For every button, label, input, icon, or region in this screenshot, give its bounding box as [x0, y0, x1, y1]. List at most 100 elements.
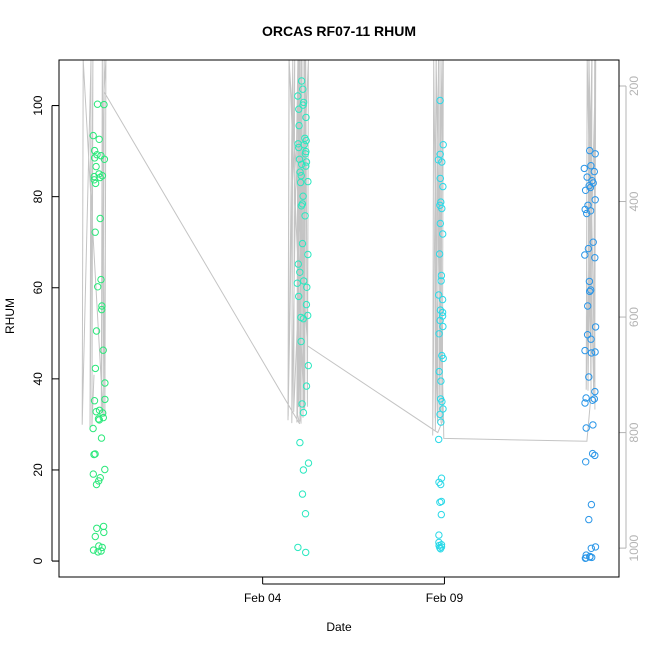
y-tick-label: 20	[31, 463, 45, 477]
data-point	[299, 408, 308, 417]
altitude-trace	[81, 59, 597, 442]
data-point	[90, 146, 99, 155]
data-point	[591, 150, 599, 158]
data-point	[437, 497, 446, 506]
data-point	[295, 155, 304, 164]
data-point	[296, 168, 304, 176]
data-point	[591, 254, 599, 262]
data-point	[101, 395, 109, 404]
data-point	[99, 522, 108, 531]
data-point	[439, 354, 447, 363]
data-point	[89, 424, 97, 433]
data-point	[438, 397, 446, 406]
data-point	[583, 209, 591, 218]
data-point	[298, 400, 306, 408]
data-point	[584, 302, 592, 310]
data-point	[435, 531, 443, 539]
data-point	[95, 416, 104, 424]
data-point	[98, 543, 106, 552]
data-point	[302, 136, 310, 145]
data-point	[97, 275, 105, 284]
data-point	[94, 415, 103, 423]
secondary-tick-label: 1000	[627, 534, 641, 561]
data-point	[437, 271, 446, 280]
y-tick-label: 100	[31, 95, 45, 115]
data-point	[436, 174, 444, 183]
data-point	[90, 154, 99, 162]
data-point	[295, 121, 303, 130]
data-point	[302, 162, 310, 170]
data-point	[435, 291, 443, 299]
data-point	[437, 418, 445, 426]
data-point	[298, 239, 307, 248]
data-points	[89, 77, 600, 562]
data-point	[299, 98, 308, 107]
data-point	[439, 141, 447, 149]
data-point	[436, 219, 444, 228]
data-point	[438, 308, 447, 317]
data-point	[302, 158, 311, 166]
data-point	[92, 480, 101, 489]
y-tick-label: 60	[31, 281, 45, 295]
data-point	[591, 323, 600, 331]
data-point	[98, 302, 106, 310]
data-point	[101, 379, 109, 387]
series-rf10	[580, 146, 600, 562]
altitude-trace-line	[81, 59, 597, 442]
data-point	[589, 421, 597, 429]
data-point	[294, 92, 302, 100]
x-axis-label: Date	[326, 620, 352, 634]
data-point	[590, 395, 598, 403]
data-point	[435, 367, 443, 376]
data-point	[304, 459, 313, 467]
data-point	[437, 510, 445, 519]
secondary-tick-label: 400	[627, 191, 641, 211]
data-point	[581, 205, 589, 214]
data-point	[302, 382, 311, 390]
data-point	[585, 277, 594, 286]
secondary-tick-label: 200	[627, 76, 641, 96]
data-point	[587, 162, 595, 170]
data-point	[584, 244, 593, 253]
data-point	[581, 186, 590, 195]
data-point	[97, 547, 105, 555]
data-point	[294, 543, 302, 552]
data-point	[581, 399, 589, 407]
y-tick-label: 0	[31, 557, 45, 564]
data-point	[302, 113, 310, 122]
data-point	[93, 100, 102, 108]
data-point	[95, 477, 103, 485]
data-point	[99, 413, 108, 422]
data-point	[587, 500, 596, 509]
y-tick-label: 40	[31, 372, 45, 386]
data-point	[91, 532, 100, 541]
data-point	[304, 177, 312, 186]
secondary-tick-label: 600	[627, 307, 641, 327]
data-point	[91, 364, 100, 373]
data-point	[435, 330, 443, 338]
data-point	[582, 394, 590, 402]
data-point	[99, 346, 107, 354]
data-point	[591, 387, 599, 396]
data-point	[296, 438, 304, 447]
data-point	[304, 361, 312, 370]
data-point	[588, 449, 597, 458]
data-point	[591, 543, 600, 551]
data-point	[297, 202, 306, 210]
data-point	[438, 158, 446, 166]
data-point	[293, 279, 301, 287]
data-point	[295, 143, 303, 152]
data-point	[299, 315, 307, 323]
data-point	[587, 286, 595, 294]
plot-frame	[58, 59, 620, 578]
data-point	[301, 510, 310, 518]
data-point	[591, 196, 599, 204]
data-point	[299, 466, 308, 474]
data-point	[439, 230, 447, 238]
data-point	[588, 396, 597, 404]
data-point	[299, 192, 307, 200]
data-point	[585, 515, 593, 524]
data-point	[299, 101, 307, 109]
data-point	[300, 277, 308, 285]
